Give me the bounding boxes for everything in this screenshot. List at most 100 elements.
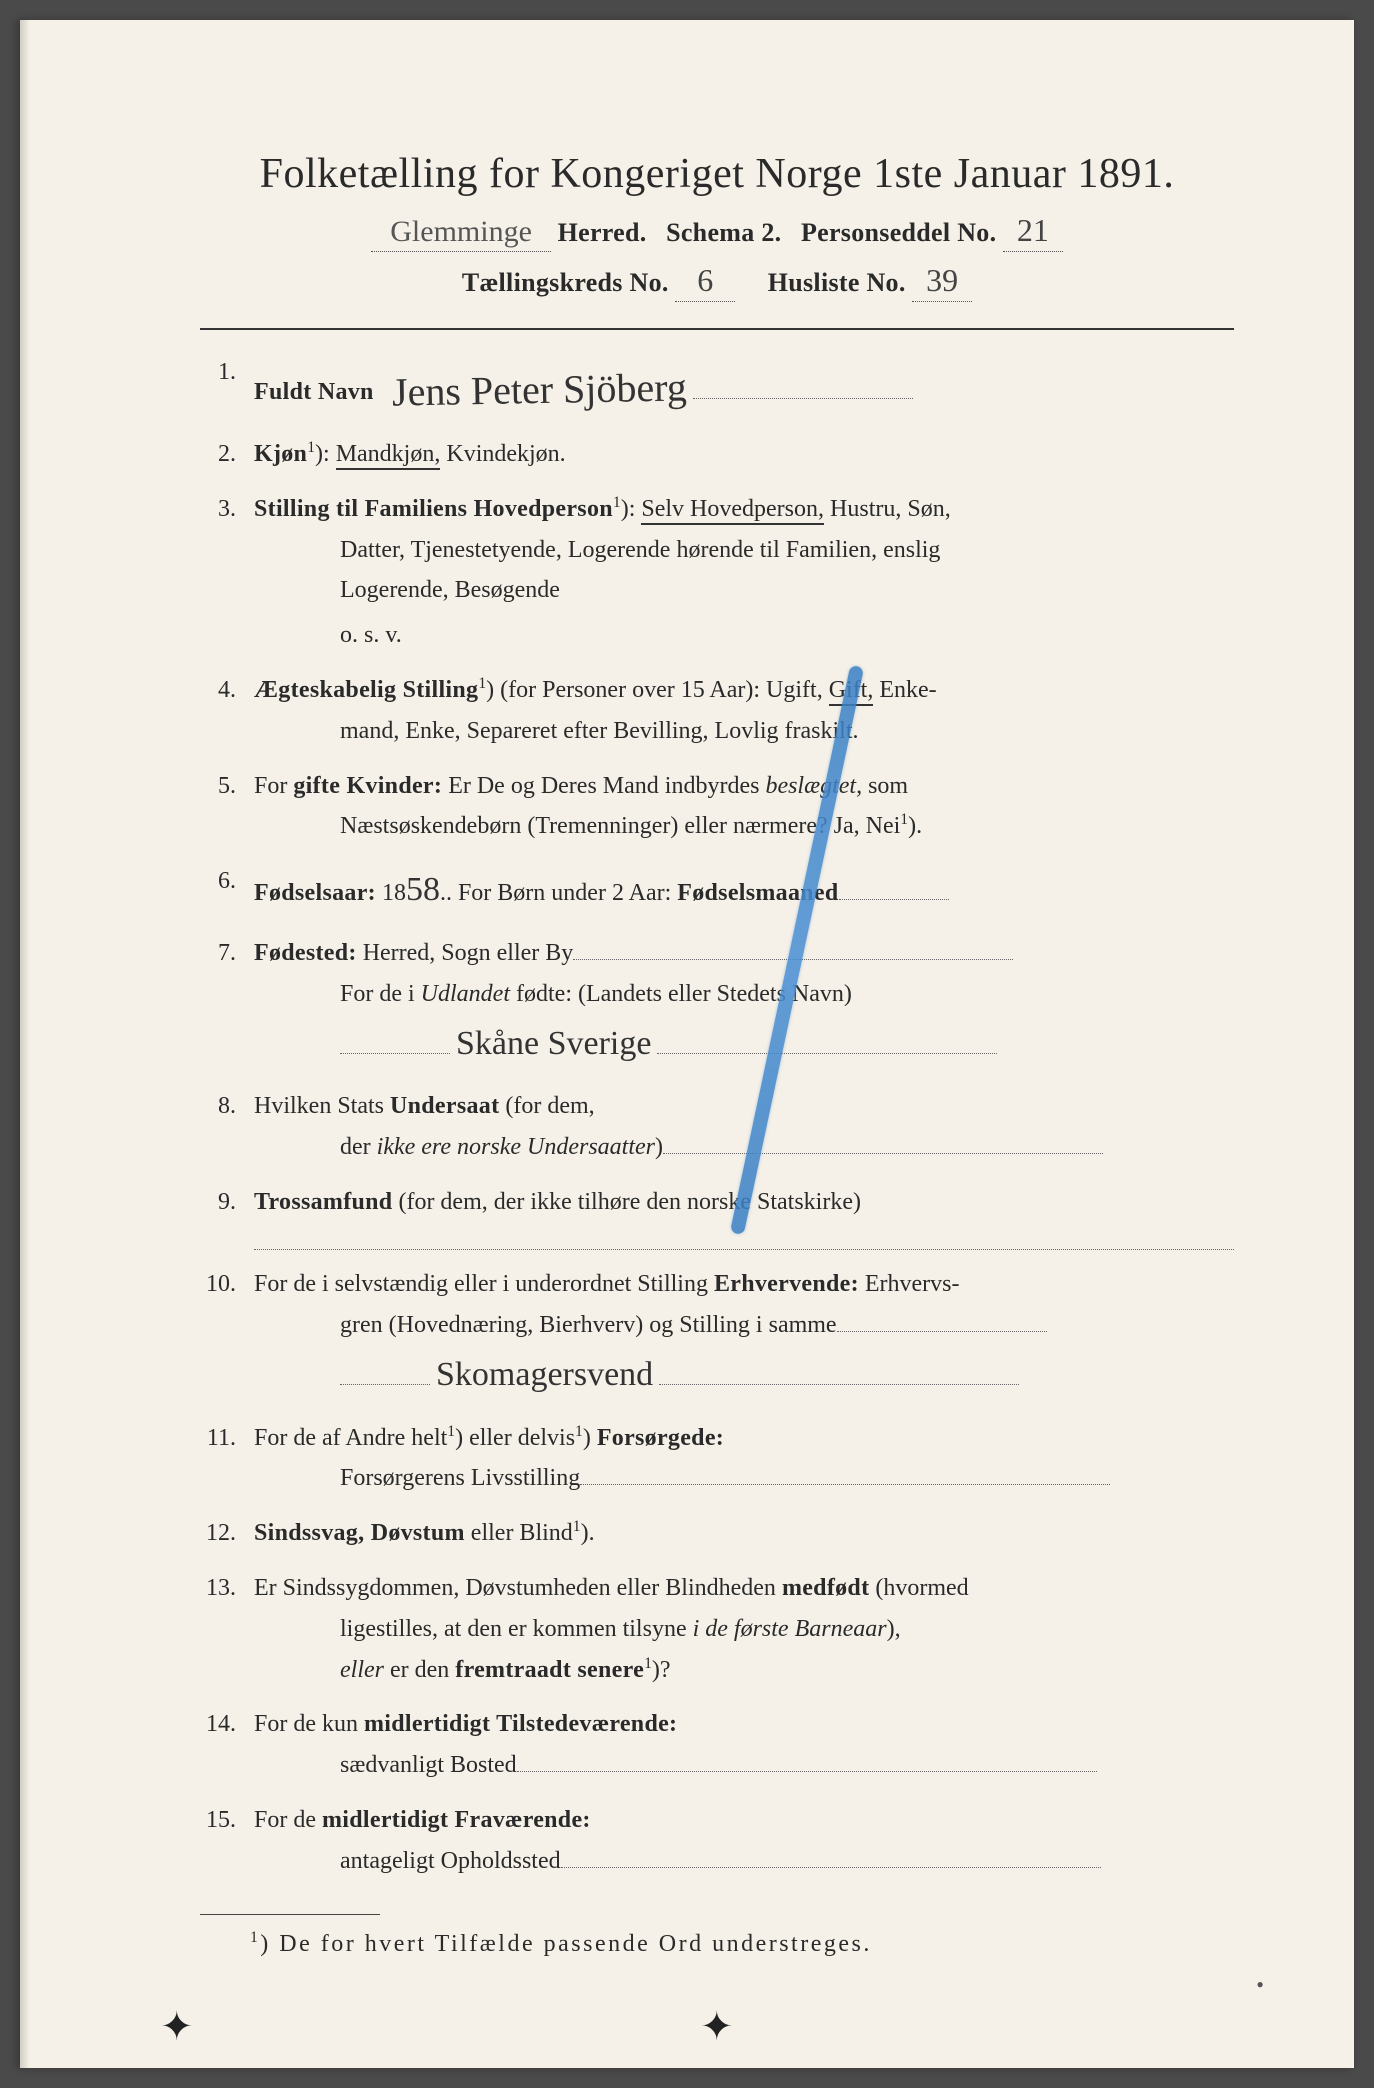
- item-4-num: 4.: [200, 670, 254, 752]
- q10-hw-line: Skomagersvend: [254, 1346, 1234, 1404]
- q3-osv: o. s. v.: [254, 615, 1234, 656]
- item-8-num: 8.: [200, 1086, 254, 1168]
- item-6-num: 6.: [200, 861, 254, 919]
- q15-label: midlertidigt Fraværende:: [322, 1807, 591, 1833]
- q12-close: ).: [581, 1520, 595, 1546]
- q8-cont1-close: ): [655, 1134, 663, 1160]
- item-2: 2. Kjøn1): Mandkjøn, Kvindekjøn.: [200, 434, 1234, 475]
- item-12-num: 12.: [200, 1513, 254, 1554]
- q3-cont2: Logerende, Besøgende: [254, 570, 1234, 611]
- schema-label: Schema 2.: [666, 218, 781, 247]
- q15-cont1-text: antageligt Opholdssted: [340, 1848, 561, 1874]
- q13-cont1-close: ),: [887, 1616, 901, 1642]
- q14-cont1: sædvanligt Bosted: [254, 1745, 1234, 1786]
- q6-dots: ..: [440, 880, 452, 906]
- q13-pre: Er Sindssygdommen, Døvstumheden eller Bl…: [254, 1575, 782, 1601]
- header-line-2: Tællingskreds No. 6 Husliste No. 39: [200, 262, 1234, 302]
- q5-close: ).: [908, 813, 922, 839]
- q5-pre: For: [254, 773, 293, 799]
- q2-colon: ):: [315, 441, 330, 467]
- q3-colon: ):: [621, 496, 636, 522]
- q7-rest1: Herred, Sogn eller By: [357, 940, 574, 966]
- item-8: 8. Hvilken Stats Undersaat (for dem, der…: [200, 1086, 1234, 1168]
- q4-sup: 1: [478, 675, 486, 692]
- q15-cont1: antageligt Opholdssted: [254, 1841, 1234, 1882]
- item-12-content: Sindssvag, Døvstum eller Blind1).: [254, 1513, 1234, 1554]
- item-13: 13. Er Sindssygdommen, Døvstumheden elle…: [200, 1568, 1234, 1690]
- header-line-1: Glemminge Herred. Schema 2. Personseddel…: [200, 212, 1234, 252]
- q7-dots-right: [657, 1053, 997, 1054]
- q7-cont1-rest: fødte: (Landets eller Stedets Navn): [510, 981, 852, 1007]
- item-1: 1. Fuldt Navn Jens Peter Sjöberg: [200, 352, 1234, 420]
- q14-label: midlertidigt Tilstedeværende:: [364, 1711, 677, 1737]
- q10-cont1: gren (Hovednæring, Bierhverv) og Stillin…: [254, 1305, 1234, 1346]
- item-6-content: Fødselsaar: 1858.. For Børn under 2 Aar:…: [254, 861, 1234, 919]
- q7-birthplace-handwritten: Skåne Sverige: [456, 1015, 651, 1073]
- item-10-num: 10.: [200, 1264, 254, 1403]
- q13-cont1: ligestilles, at den er kommen tilsyne i …: [254, 1609, 1234, 1650]
- q13-cont2-close: )?: [652, 1657, 671, 1683]
- q7-cont1-ital: Udlandet: [421, 981, 510, 1007]
- q6-year-handwritten: 58: [406, 861, 440, 919]
- q6-fill: [839, 899, 949, 900]
- q7-cont1: For de i Udlandet fødte: (Landets eller …: [254, 974, 1234, 1015]
- item-10: 10. For de i selvstændig eller i underor…: [200, 1264, 1234, 1403]
- item-11-content: For de af Andre helt1) eller delvis1) Fo…: [254, 1418, 1234, 1500]
- item-2-num: 2.: [200, 434, 254, 475]
- item-7-content: Fødested: Herred, Sogn eller By For de i…: [254, 933, 1234, 1072]
- item-5: 5. For gifte Kvinder: Er De og Deres Man…: [200, 766, 1234, 848]
- punch-mark-right: •: [1256, 1972, 1264, 1998]
- q10-dots-right: [659, 1384, 1019, 1385]
- q11-cont1-text: Forsørgerens Livsstilling: [340, 1465, 580, 1491]
- q9-fill: [254, 1249, 1234, 1251]
- punch-mark-center: ✦: [700, 2003, 734, 2050]
- q12-label: Sindssvag, Døvstum: [254, 1520, 465, 1546]
- q2-label: Kjøn: [254, 441, 307, 467]
- husliste-no: 39: [912, 262, 972, 302]
- q13-label: medfødt: [782, 1575, 869, 1601]
- q1-name-handwritten: Jens Peter Sjöberg: [391, 353, 687, 426]
- husliste-label: Husliste No.: [768, 268, 906, 297]
- q3-sup: 1: [613, 494, 621, 511]
- q10-rest: Erhvervs-: [859, 1271, 960, 1297]
- item-15-content: For de midlertidigt Fraværende: antageli…: [254, 1800, 1234, 1882]
- item-5-num: 5.: [200, 766, 254, 848]
- q15-fill: [561, 1867, 1101, 1868]
- q8-cont1-ital: ikke ere norske Undersaatter: [377, 1134, 655, 1160]
- q10-dots-left: [340, 1384, 430, 1385]
- item-9-num: 9.: [200, 1182, 254, 1250]
- q3-label: Stilling til Familiens Hovedperson: [254, 496, 613, 522]
- q11-fill: [580, 1484, 1110, 1485]
- q13-sup: 1: [644, 1655, 652, 1672]
- q12-rest: eller Blind: [465, 1520, 573, 1546]
- top-rule: [200, 328, 1234, 330]
- q13-cont2-rest: er den: [384, 1657, 455, 1683]
- herred-label: Herred.: [558, 218, 647, 247]
- q13-cont1-ital: i de første Barneaar: [693, 1616, 887, 1642]
- q3-cont1: Datter, Tjenestetyende, Logerende hørend…: [254, 530, 1234, 571]
- q5-ital1: beslægtet,: [765, 773, 862, 799]
- q14-fill: [517, 1771, 1097, 1772]
- item-3-content: Stilling til Familiens Hovedperson1): Se…: [254, 489, 1234, 656]
- q11-close: ): [583, 1425, 597, 1451]
- q10-fill1: [837, 1331, 1047, 1332]
- q8-rest: (for dem,: [499, 1093, 594, 1119]
- item-4: 4. Ægteskabelig Stilling1) (for Personer…: [200, 670, 1234, 752]
- form-body: 1. Fuldt Navn Jens Peter Sjöberg 2. Kjøn…: [200, 352, 1234, 1882]
- item-12: 12. Sindssvag, Døvstum eller Blind1).: [200, 1513, 1234, 1554]
- footnote-sup: 1: [250, 1929, 260, 1946]
- item-14-num: 14.: [200, 1704, 254, 1786]
- q13-cont1-pre: ligestilles, at den er kommen tilsyne: [340, 1616, 693, 1642]
- item-4-content: Ægteskabelig Stilling1) (for Personer ov…: [254, 670, 1234, 752]
- herred-handwritten: Glemminge: [371, 215, 551, 252]
- item-6: 6. Fødselsaar: 1858.. For Børn under 2 A…: [200, 861, 1234, 919]
- item-2-content: Kjøn1): Mandkjøn, Kvindekjøn.: [254, 434, 1234, 475]
- item-13-num: 13.: [200, 1568, 254, 1690]
- q5-rest1: Er De og Deres Mand indbyrdes: [442, 773, 765, 799]
- item-11: 11. For de af Andre helt1) eller delvis1…: [200, 1418, 1234, 1500]
- q10-cont1-text: gren (Hovednæring, Bierhverv) og Stillin…: [340, 1312, 837, 1338]
- q8-label: Undersaat: [390, 1093, 499, 1119]
- q11-label: Forsørgede:: [597, 1425, 724, 1451]
- item-1-content: Fuldt Navn Jens Peter Sjöberg: [254, 352, 1234, 420]
- item-7: 7. Fødested: Herred, Sogn eller By For d…: [200, 933, 1234, 1072]
